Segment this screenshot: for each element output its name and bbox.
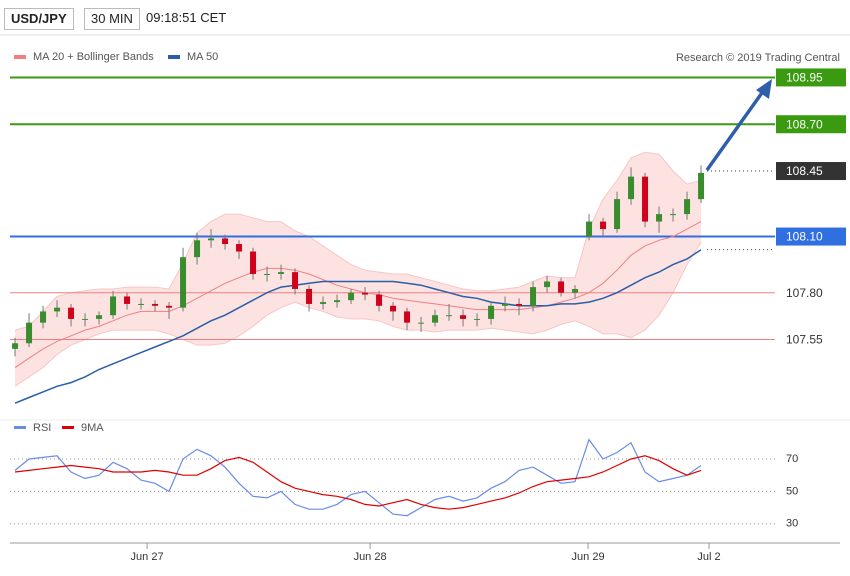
rsi-line [14, 438, 702, 517]
candle-body [390, 305, 397, 312]
level-label: 108.45 [786, 164, 823, 178]
candle-body [138, 303, 145, 305]
level-label: 108.70 [786, 117, 823, 131]
x-tick-label: Jul 2 [697, 551, 720, 563]
candle-body [250, 251, 257, 274]
candle-body [586, 221, 593, 237]
candle-body [418, 322, 425, 324]
candle-body [278, 272, 285, 274]
candle-body [54, 307, 61, 312]
legend-label: RSI [33, 422, 51, 434]
candle-body [152, 303, 159, 306]
y-tick-label: 70 [786, 453, 798, 465]
candle-body [180, 257, 187, 308]
x-tick-label: Jun 27 [131, 551, 164, 563]
candle-body [544, 281, 551, 288]
level-label-box [776, 162, 846, 181]
candle-body [628, 176, 635, 200]
candle-body [236, 244, 243, 252]
candle-body [684, 199, 691, 215]
ma-line [14, 249, 702, 404]
level-label: 107.80 [786, 286, 823, 300]
bollinger-fill [15, 152, 702, 387]
candle-body [698, 172, 705, 200]
legend-swatch [14, 55, 26, 59]
level-label-box [776, 115, 846, 134]
candle-body [68, 307, 75, 319]
candle-body [362, 292, 369, 295]
candle-body [670, 214, 677, 216]
symbol: USD/JPY [4, 8, 74, 30]
level-label: 108.10 [786, 230, 823, 244]
y-tick-label: 50 [786, 485, 798, 497]
candle-body [222, 238, 229, 245]
candle-body [446, 315, 453, 317]
candle-body [320, 302, 327, 304]
candle-body [82, 318, 89, 320]
candle-body [642, 176, 649, 222]
level-label: 107.55 [786, 333, 823, 347]
x-tick-label: Jun 29 [572, 551, 605, 563]
candle-body [502, 303, 509, 306]
candle-body [40, 311, 47, 323]
candle-body [124, 296, 131, 304]
candle-body [208, 238, 215, 241]
x-tick-label: Jun 28 [354, 551, 387, 563]
legend-swatch [168, 55, 180, 59]
candle-body [572, 288, 579, 293]
candle-body [474, 318, 481, 320]
candle-body [404, 311, 411, 323]
candle-body [292, 272, 299, 289]
candle-body [516, 303, 523, 306]
candle-body [558, 281, 565, 293]
candle-body [432, 315, 439, 323]
ma-line [14, 221, 702, 369]
legend-swatch [62, 426, 74, 429]
candle-body [348, 292, 355, 301]
projection-arrowhead [756, 79, 772, 99]
candle-body [600, 221, 607, 230]
candle-body [306, 288, 313, 304]
candle-body [96, 315, 103, 319]
candle-body [376, 294, 383, 306]
candle-body [614, 199, 621, 230]
candle-body [488, 305, 495, 319]
rsi-line [14, 455, 702, 510]
candle-body [194, 240, 201, 258]
legend-label: MA 50 [187, 51, 218, 63]
candle-body [110, 296, 117, 316]
level-label-box [776, 68, 846, 87]
candle-body [656, 214, 663, 222]
legend-label: 9MA [81, 422, 104, 434]
time: 09:18:51 CET [146, 10, 227, 25]
bollinger-lower [14, 241, 702, 387]
legend-label: MA 20 + Bollinger Bands [33, 51, 154, 63]
level-label: 108.95 [786, 71, 823, 85]
candle-body [26, 322, 33, 344]
level-label-box [776, 227, 846, 246]
candle-body [166, 305, 173, 308]
projection-arrow [705, 88, 766, 172]
interval: 30 MIN [84, 8, 140, 30]
candle-body [530, 287, 537, 306]
credit: Research © 2019 Trading Central [676, 52, 840, 64]
candle-body [264, 273, 271, 275]
candle-body [460, 315, 467, 319]
legend-swatch [14, 426, 26, 429]
candle-body [334, 300, 341, 303]
y-tick-label: 30 [786, 518, 798, 530]
candle-body [12, 343, 19, 349]
